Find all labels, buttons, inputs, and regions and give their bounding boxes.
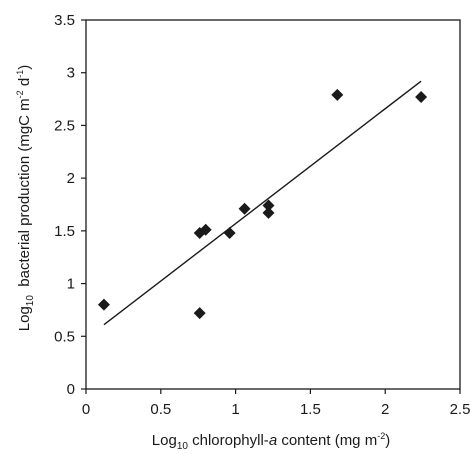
data-point-diamond <box>331 88 344 101</box>
data-point-diamond <box>238 202 251 215</box>
y-axis-title: Log10 bacterial production (mgC m-2 d-1) <box>15 65 36 331</box>
x-axis-ticks <box>85 389 461 394</box>
y-tick-label: 2 <box>67 170 75 187</box>
x-tick-label: 2.5 <box>450 401 470 418</box>
y-tick-label: 1.5 <box>54 223 75 240</box>
y-tick-label: 0.5 <box>54 328 75 345</box>
regression-line-group <box>103 80 422 326</box>
regression-line <box>103 80 422 326</box>
data-point-diamond <box>193 307 206 320</box>
x-tick-label: 0 <box>82 401 90 418</box>
data-point-diamond <box>97 298 110 311</box>
x-axis-title: Log10 chlorophyll-a content (mg m-2) <box>152 431 390 452</box>
y-tick-label: 0 <box>67 381 75 398</box>
data-point-diamond <box>262 199 275 212</box>
data-point-diamond <box>415 90 428 103</box>
data-point-diamond <box>262 206 275 219</box>
x-tick-label: 0.5 <box>150 401 171 418</box>
y-tick-label: 3.5 <box>54 12 75 29</box>
y-tick-label: 3 <box>67 65 75 82</box>
y-axis-tick-labels: 0 0.5 1 1.5 2 2.5 3 3.5 <box>54 12 75 398</box>
y-axis-ticks <box>81 19 86 390</box>
x-tick-label: 1 <box>231 401 239 418</box>
data-point-diamond <box>223 226 236 239</box>
x-tick-label: 2 <box>381 401 389 418</box>
data-point-diamond <box>199 223 212 236</box>
plot-border <box>85 19 461 390</box>
x-axis-tick-labels: 0 0.5 1 1.5 2 2.5 <box>82 401 470 418</box>
plot-area <box>85 19 461 390</box>
x-tick-label: 1.5 <box>300 401 321 418</box>
y-tick-label: 2.5 <box>54 117 75 134</box>
data-points <box>97 88 428 320</box>
y-tick-label: 1 <box>67 276 75 293</box>
